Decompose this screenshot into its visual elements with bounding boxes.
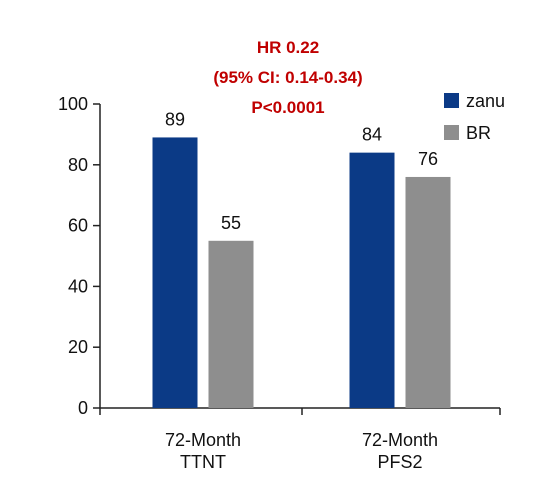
annotation-line-3: P<0.0001 xyxy=(251,98,324,117)
x-category-label: 72-Month PFS2 xyxy=(362,430,438,472)
bar-zanu-2 xyxy=(349,152,395,408)
y-tick-label: 80 xyxy=(68,155,88,175)
bar-br-2 xyxy=(405,176,451,408)
legend-label-zanu: zanu xyxy=(466,91,505,111)
y-tick-label: 20 xyxy=(68,337,88,357)
y-tick-label: 100 xyxy=(58,94,88,114)
legend-label-br: BR xyxy=(466,123,491,143)
bar-zanu-1 xyxy=(152,137,198,408)
data-label: 76 xyxy=(418,149,438,169)
x-category-label-line: PFS2 xyxy=(377,452,422,472)
y-tick-label: 0 xyxy=(78,398,88,418)
data-label: 84 xyxy=(362,125,382,145)
legend-swatch-zanu xyxy=(444,93,459,108)
x-category-label-line: TTNT xyxy=(180,452,226,472)
annotation-line-1: HR 0.22 xyxy=(257,38,319,57)
data-label: 55 xyxy=(221,213,241,233)
bar-br-1 xyxy=(208,240,254,408)
data-label: 89 xyxy=(165,109,185,129)
annotation-line-2: (95% CI: 0.14-0.34) xyxy=(213,68,362,87)
legend-swatch-br xyxy=(444,125,459,140)
x-category-label-line: 72-Month xyxy=(362,430,438,450)
y-tick-label: 40 xyxy=(68,276,88,296)
y-tick-label: 60 xyxy=(68,216,88,236)
x-category-label: 72-Month TTNT xyxy=(165,430,241,472)
x-category-label-line: 72-Month xyxy=(165,430,241,450)
